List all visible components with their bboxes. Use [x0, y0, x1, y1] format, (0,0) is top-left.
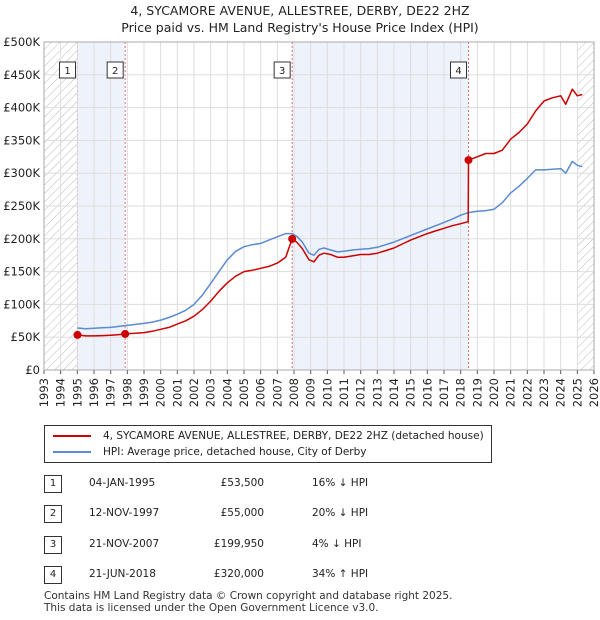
transaction-price: £55,000: [220, 507, 264, 519]
sale-number-label: 2: [112, 66, 118, 77]
sale-number-box: [273, 61, 291, 79]
x-tick-label: 2023: [537, 378, 551, 407]
title-line-1: 4, SYCAMORE AVENUE, ALLESTREE, DERBY, DE…: [130, 3, 470, 18]
legend-line-property: [53, 435, 91, 437]
x-tick-label: 2013: [370, 378, 384, 407]
plot-frame: [43, 41, 595, 371]
x-tick-label: 2025: [570, 378, 584, 407]
x-tick-label: 2005: [237, 378, 251, 407]
y-tick-label: £450K: [3, 68, 40, 82]
property-price-line: [77, 88, 583, 337]
x-tick-label: 2007: [270, 378, 284, 407]
legend-item-property: 4, SYCAMORE AVENUE, ALLESTREE, DERBY, DE…: [53, 428, 484, 444]
y-tick-label: £500K: [3, 35, 40, 49]
transaction-date: 21-NOV-2007: [89, 538, 160, 550]
y-tick-label: £250K: [3, 199, 40, 213]
x-tick-label: 1995: [70, 378, 84, 407]
transaction-hpi-diff: 16% ↓ HPI: [312, 477, 369, 489]
x-tick-label: 2022: [520, 378, 534, 407]
sale-marker: [121, 329, 130, 338]
sale-number-label: 3: [279, 66, 285, 77]
x-tick-label: 2009: [304, 378, 318, 407]
x-tick-label: 1998: [120, 378, 134, 407]
transaction-hpi-diff: 20% ↓ HPI: [312, 507, 369, 519]
transaction-date: 21-JUN-2018: [89, 568, 156, 580]
y-tick-label: £400K: [3, 101, 40, 115]
x-tick-label: 2008: [287, 378, 301, 407]
transaction-row: 2 12-NOV-1997 £55,000 20% ↓ HPI: [44, 505, 464, 523]
x-tick-label: 2002: [187, 378, 201, 407]
transaction-number-badge: 3: [44, 536, 62, 554]
y-tick-label: £150K: [3, 265, 40, 279]
transaction-row: 4 21-JUN-2018 £320,000 34% ↑ HPI: [44, 566, 464, 584]
x-tick-label: 1994: [54, 378, 68, 407]
y-tick-label: £50K: [11, 330, 41, 344]
x-tick-label: 2000: [154, 378, 168, 407]
y-tick-label: £350K: [3, 133, 40, 147]
transaction-hpi-diff: 34% ↑ HPI: [312, 568, 369, 580]
x-tick-label: 2010: [320, 378, 334, 407]
y-tick-label: £0: [25, 363, 40, 377]
footer-line-1: Contains HM Land Registry data © Crown c…: [44, 590, 453, 602]
legend: 4, SYCAMORE AVENUE, ALLESTREE, DERBY, DE…: [44, 425, 492, 463]
x-tick-label: 2021: [504, 378, 518, 407]
y-tick-label: £300K: [3, 166, 40, 180]
footer-line-2: This data is licensed under the Open Gov…: [44, 602, 379, 614]
legend-label-property: 4, SYCAMORE AVENUE, ALLESTREE, DERBY, DE…: [103, 430, 484, 442]
x-tick-label: 1996: [87, 378, 101, 407]
sale-marker: [288, 234, 297, 243]
chart-title: 4, SYCAMORE AVENUE, ALLESTREE, DERBY, DE…: [0, 2, 600, 36]
x-tick-label: 1997: [104, 378, 118, 407]
x-tick-label: 1999: [137, 378, 151, 407]
transaction-number-badge: 1: [44, 475, 62, 493]
legend-label-hpi: HPI: Average price, detached house, City…: [103, 446, 367, 458]
x-tick-label: 2001: [170, 378, 184, 407]
x-tick-label: 1993: [37, 378, 51, 407]
x-tick-label: 2011: [337, 378, 351, 407]
x-tick-label: 2006: [254, 378, 268, 407]
hpi-line: [77, 160, 583, 330]
transaction-row: 1 04-JAN-1995 £53,500 16% ↓ HPI: [44, 475, 464, 493]
transaction-row: 3 21-NOV-2007 £199,950 4% ↓ HPI: [44, 536, 464, 554]
transaction-price: £53,500: [220, 477, 264, 489]
transaction-date: 12-NOV-1997: [89, 507, 160, 519]
title-line-2: Price paid vs. HM Land Registry's House …: [121, 20, 479, 35]
x-tick-label: 2017: [437, 378, 451, 407]
x-tick-label: 2012: [354, 378, 368, 407]
legend-line-hpi: [53, 451, 91, 453]
y-tick-label: £100K: [3, 297, 40, 311]
x-tick-label: 2026: [587, 378, 600, 407]
transaction-date: 04-JAN-1995: [89, 477, 156, 489]
sale-number-label: 1: [64, 66, 70, 77]
transaction-hpi-diff: 4% ↓ HPI: [312, 538, 362, 550]
x-tick-label: 2018: [454, 378, 468, 407]
sale-number-box: [59, 61, 76, 79]
transaction-number-badge: 2: [44, 505, 62, 523]
axes: £0 £50K £100K £150K £200K £250K £300K £350K £400…: [3, 35, 600, 407]
x-tick-label: 2015: [404, 378, 418, 407]
transaction-price: £199,950: [213, 538, 264, 550]
x-tick-label: 2014: [387, 378, 401, 407]
x-tick-label: 2019: [470, 378, 484, 407]
y-tick-label: £200K: [3, 232, 40, 246]
sale-number-label: 4: [455, 66, 461, 77]
footer-attribution: Contains HM Land Registry data © Crown c…: [44, 590, 452, 614]
x-tick-label: 2024: [554, 378, 568, 407]
x-tick-label: 2004: [220, 378, 234, 407]
sale-number-box: [450, 61, 467, 79]
sale-marker: [464, 156, 473, 165]
sale-marker: [73, 330, 82, 339]
price-chart: £0 £50K £100K £150K £200K £250K £300K £350K £400…: [3, 35, 600, 407]
legend-item-hpi: HPI: Average price, detached house, City…: [53, 444, 366, 460]
series-lines: [77, 88, 583, 337]
x-tick-label: 2020: [487, 378, 501, 407]
transaction-price: £320,000: [213, 568, 264, 580]
x-tick-label: 2016: [420, 378, 434, 407]
x-tick-label: 2003: [204, 378, 218, 407]
sale-markers: 1 2 3 4: [59, 61, 473, 339]
transaction-number-badge: 4: [44, 566, 62, 584]
sale-number-box: [106, 61, 124, 79]
